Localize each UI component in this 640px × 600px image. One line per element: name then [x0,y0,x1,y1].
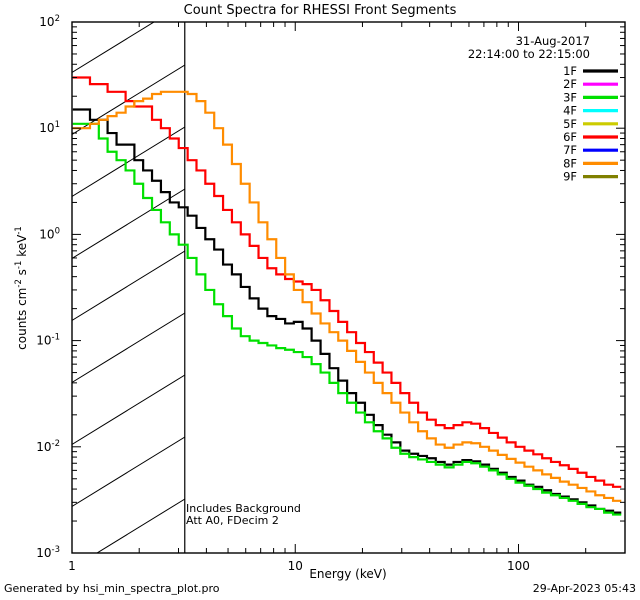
hatch-line [72,374,185,445]
series-line-8f [72,90,622,502]
annotation-attenuator-state: Att A0, FDecim 2 [186,514,279,527]
plot-frame [71,21,626,554]
x-tick-label: 100 [507,559,530,573]
legend-label-2f: 2F [563,77,577,91]
legend-label-3f: 3F [563,90,577,104]
y-tick-label: 101 [39,120,60,135]
axis-ticks [71,21,626,554]
series-line-6f [72,76,622,488]
hatch-line [72,312,185,383]
series-line-3f [72,122,622,516]
hatch-line [96,498,185,553]
observation-date: 31-Aug-2017 [516,34,590,48]
footer-timestamp: 29-Apr-2023 05:43 [533,582,636,595]
legend-label-5f: 5F [563,117,577,131]
hatch-line [72,250,185,321]
y-tick-label: 10-2 [36,439,60,454]
hatch-line [72,436,185,507]
observation-time-range: 22:14:00 to 22:15:00 [468,47,590,61]
y-tick-label: 102 [39,14,60,29]
annotation-includes-background: Includes Background [186,502,301,515]
chart-title: Count Spectra for RHESSI Front Segments [184,3,457,18]
hatch-line [72,126,185,197]
legend-label-9f: 9F [563,170,577,184]
x-tick-label: 10 [288,559,303,573]
y-axis-label: counts cm-2 s-1 keV-1 [14,226,29,350]
x-tick-label: 1 [68,559,76,573]
x-axis-label: Energy (keV) [309,567,386,581]
legend-label-7f: 7F [563,143,577,157]
data-curves [72,76,622,516]
y-tick-label: 10-3 [36,545,60,560]
legend-label-1f: 1F [563,64,577,78]
legend-label-4f: 4F [563,104,577,118]
legend-label-8f: 8F [563,156,577,170]
footer-generator: Generated by hsi_min_spectra_plot.pro [4,582,220,595]
y-tick-label: 100 [39,226,60,241]
series-line-1f [72,108,622,514]
hatch-line [72,188,185,259]
legend-label-6f: 6F [563,130,577,144]
y-tick-label: 10-1 [36,333,60,348]
hatch-line [72,22,155,73]
